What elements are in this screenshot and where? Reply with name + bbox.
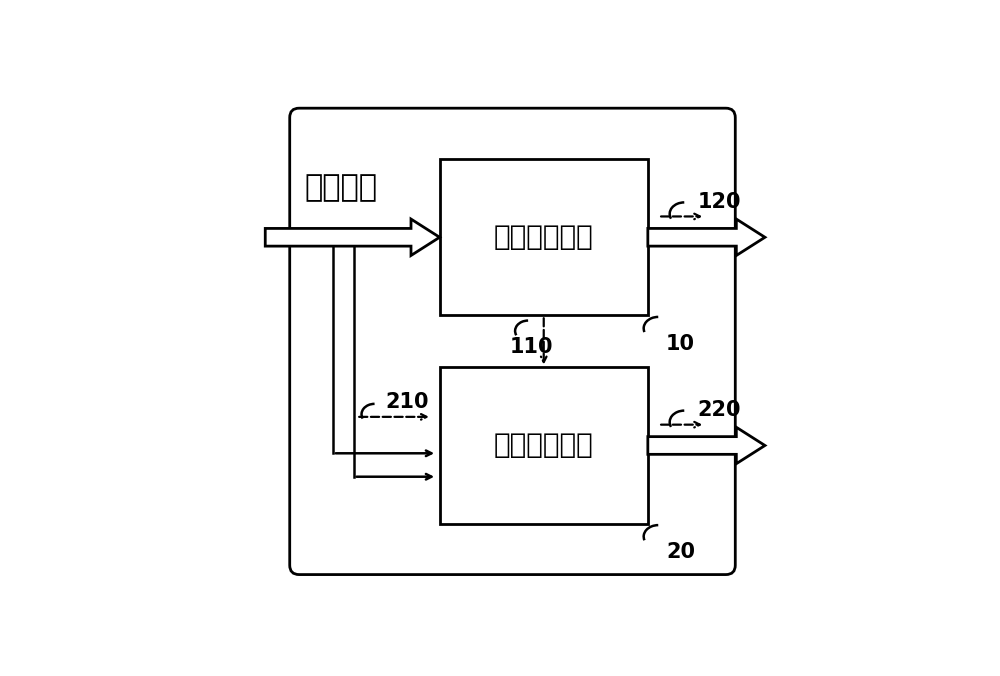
Polygon shape [648,219,765,256]
FancyBboxPatch shape [290,108,735,575]
Polygon shape [265,219,440,256]
Text: 220: 220 [697,400,741,420]
Text: 110: 110 [510,337,553,356]
Text: 第一输出模块: 第一输出模块 [494,223,594,251]
Text: 120: 120 [697,192,741,212]
Bar [440,160,648,315]
Polygon shape [648,427,765,464]
Text: 第二输出模块: 第二输出模块 [494,431,594,460]
Bar [440,368,648,523]
Text: 10: 10 [666,334,695,354]
Text: 20: 20 [666,542,695,562]
Text: 210: 210 [385,392,428,412]
Text: 数据输入: 数据输入 [304,173,377,202]
